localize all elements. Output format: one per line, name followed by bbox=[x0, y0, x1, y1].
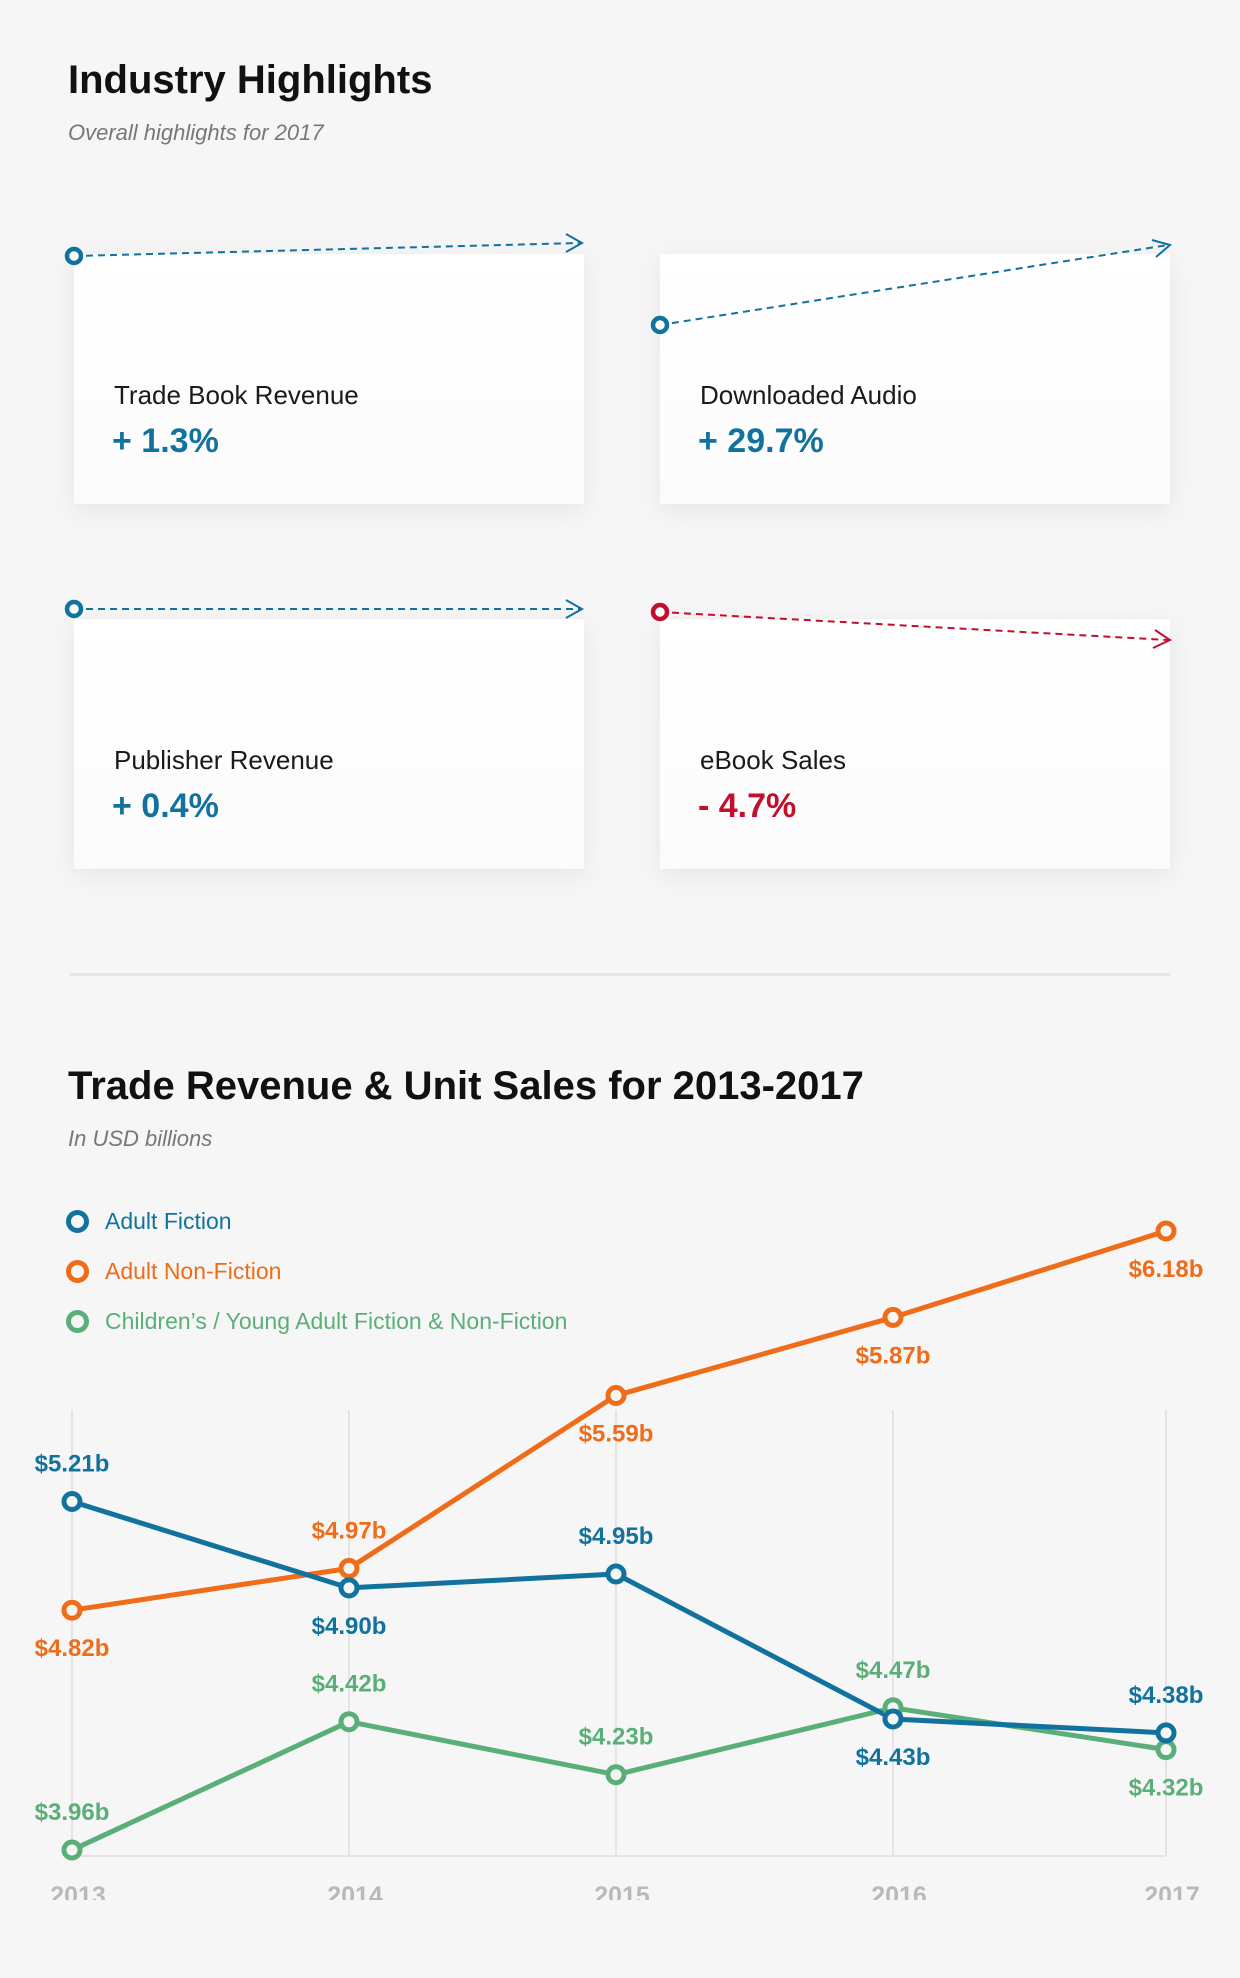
data-point-0-2017 bbox=[1155, 1722, 1177, 1744]
card-label: Trade Book Revenue bbox=[114, 380, 359, 410]
data-label-2-2016: $4.47b bbox=[856, 1657, 931, 1684]
card-label: Downloaded Audio bbox=[700, 380, 917, 410]
data-point-2-2014 bbox=[338, 1711, 360, 1733]
chart-subtitle: In USD billions bbox=[68, 1126, 213, 1151]
highlight-card-ebook-sales: eBook Sales - 4.7% bbox=[660, 619, 1170, 869]
data-label-2-2017: $4.32b bbox=[1129, 1775, 1204, 1802]
highlights-subtitle: Overall highlights for 2017 bbox=[68, 120, 324, 145]
legend-item-adult-fiction: Adult Fiction bbox=[66, 1196, 567, 1246]
card-value: - 4.7% bbox=[698, 787, 797, 825]
data-point-2-2017 bbox=[1155, 1739, 1177, 1761]
x-tick-label-2017: 2017 bbox=[1144, 1882, 1200, 1900]
legend-label: Children’s / Young Adult Fiction & Non-F… bbox=[105, 1307, 568, 1334]
data-point-1-2014 bbox=[338, 1557, 360, 1579]
data-label-2-2013: $3.96b bbox=[35, 1799, 110, 1826]
data-point-1-2013 bbox=[61, 1599, 83, 1621]
highlight-card-downloaded-audio: Downloaded Audio + 29.7% bbox=[660, 254, 1170, 504]
card-label: eBook Sales bbox=[700, 745, 846, 775]
data-label-2-2014: $4.42b bbox=[312, 1671, 387, 1698]
highlight-card-publisher-revenue: Publisher Revenue + 0.4% bbox=[74, 619, 584, 869]
data-label-1-2014: $4.97b bbox=[312, 1517, 387, 1544]
data-label-0-2015: $4.95b bbox=[579, 1523, 654, 1550]
data-point-1-2016 bbox=[882, 1306, 904, 1328]
data-label-1-2016: $5.87b bbox=[856, 1342, 931, 1369]
data-label-0-2016: $4.43b bbox=[856, 1744, 931, 1771]
data-label-1-2013: $4.82b bbox=[35, 1635, 110, 1662]
legend-item-adult-non-fiction: Adult Non-Fiction bbox=[66, 1246, 567, 1296]
card-value: + 29.7% bbox=[698, 422, 824, 460]
chart-legend: Adult Fiction Adult Non-Fiction Children… bbox=[66, 1196, 567, 1346]
chart-title: Trade Revenue & Unit Sales for 2013-2017 bbox=[68, 1064, 864, 1108]
data-point-0-2013 bbox=[61, 1491, 83, 1512]
data-point-0-2015 bbox=[605, 1563, 627, 1585]
x-tick-label-2015: 2015 bbox=[594, 1882, 650, 1900]
data-label-1-2017: $6.18b bbox=[1129, 1256, 1204, 1283]
data-label-0-2014: $4.90b bbox=[312, 1613, 387, 1640]
x-tick-label-2016: 2016 bbox=[871, 1882, 927, 1900]
legend-marker-icon bbox=[66, 1259, 89, 1283]
legend-label: Adult Non-Fiction bbox=[105, 1257, 282, 1284]
data-label-1-2015: $5.59b bbox=[579, 1421, 654, 1448]
data-point-2-2013 bbox=[61, 1839, 83, 1861]
data-label-0-2013: $5.21b bbox=[35, 1451, 110, 1478]
data-point-2-2015 bbox=[605, 1764, 627, 1786]
data-label-2-2015: $4.23b bbox=[579, 1724, 654, 1751]
line-chart: 2013 2014 2015 2016 2017 $3.96b $4.42b $4.23b $4… bbox=[35, 1220, 1204, 1900]
highlight-card-trade-book-revenue: Trade Book Revenue + 1.3% bbox=[74, 254, 584, 504]
card-label: Publisher Revenue bbox=[114, 745, 334, 775]
legend-marker-icon bbox=[66, 1209, 89, 1233]
card-value: + 1.3% bbox=[112, 422, 219, 460]
legend-label: Adult Fiction bbox=[105, 1207, 232, 1234]
data-point-1-2015 bbox=[605, 1385, 627, 1406]
legend-item-childrens-ya: Children’s / Young Adult Fiction & Non-F… bbox=[66, 1296, 567, 1346]
section-divider bbox=[70, 973, 1170, 976]
trend-arrow-flat-icon bbox=[64, 599, 585, 619]
x-tick-label-2014: 2014 bbox=[327, 1882, 383, 1900]
x-tick-label-2013: 2013 bbox=[50, 1882, 106, 1900]
data-point-0-2016 bbox=[882, 1708, 904, 1730]
legend-marker-icon bbox=[66, 1309, 89, 1333]
data-label-0-2017: $4.38b bbox=[1129, 1682, 1204, 1709]
data-point-1-2017 bbox=[1155, 1220, 1177, 1242]
data-point-0-2014 bbox=[338, 1577, 360, 1599]
card-value: + 0.4% bbox=[112, 787, 219, 825]
highlights-title: Industry Highlights bbox=[68, 58, 433, 102]
